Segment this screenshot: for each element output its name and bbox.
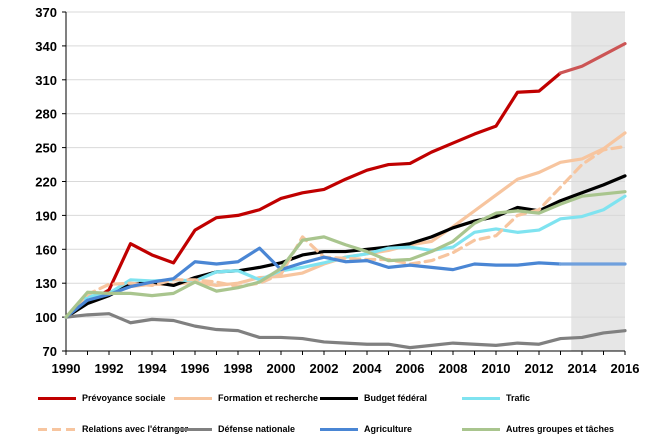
line-chart: 70 100 130 160 190 220 250 280 310 340 370 1990 1992… xyxy=(35,5,639,376)
legend-item-relations-etranger: Relations avec l'étranger xyxy=(38,422,188,436)
y-tick-label: 310 xyxy=(35,73,57,88)
legend-swatch xyxy=(462,392,500,404)
series-line-forecast xyxy=(558,42,627,75)
series-line xyxy=(64,190,627,319)
y-tick-label: 70 xyxy=(43,344,57,359)
x-tick-label: 1994 xyxy=(138,361,168,376)
x-tick-label: 2006 xyxy=(396,361,425,376)
legend-item-prevoyance-sociale: Prévoyance sociale xyxy=(38,391,166,405)
y-tick-label: 370 xyxy=(35,5,57,20)
legend-label: Budget fédéral xyxy=(364,393,428,403)
series-1 xyxy=(64,131,627,319)
series-line xyxy=(64,194,627,319)
legend-label: Agriculture xyxy=(364,424,413,434)
y-tick-label: 340 xyxy=(35,39,57,54)
tick-labels: 70 100 130 160 190 220 250 280 310 340 370 1990 1992… xyxy=(35,5,639,376)
legend-swatch xyxy=(174,423,212,435)
y-tick-label: 220 xyxy=(35,175,57,190)
legend-item-formation-recherche: Formation et recherche xyxy=(174,391,318,405)
legend-swatch xyxy=(38,423,76,435)
series-0 xyxy=(64,42,627,319)
y-tick-label: 100 xyxy=(35,310,57,325)
legend-swatch xyxy=(462,423,500,435)
gridlines xyxy=(66,11,625,352)
legend-swatch xyxy=(38,392,76,404)
x-tick-label: 2012 xyxy=(525,361,554,376)
legend-item-agriculture: Agriculture xyxy=(320,422,412,436)
series-line xyxy=(64,71,563,319)
axes xyxy=(62,11,626,355)
legend-swatch xyxy=(320,392,358,404)
y-tick-label: 280 xyxy=(35,107,57,122)
x-tick-label: 2010 xyxy=(482,361,511,376)
x-tick-label: 1992 xyxy=(95,361,124,376)
legend-label: Trafic xyxy=(506,393,531,403)
x-tick-label: 2004 xyxy=(353,361,383,376)
y-tick-label: 250 xyxy=(35,141,57,156)
legend-swatch xyxy=(174,392,212,404)
y-tick-label: 160 xyxy=(35,242,57,257)
x-tick-label: 2000 xyxy=(267,361,296,376)
legend-label: Autres groupes et tâches xyxy=(506,424,615,434)
series-line xyxy=(64,312,627,350)
series-5 xyxy=(64,312,627,350)
legend: Prévoyance sociale Formation et recherch… xyxy=(0,382,650,444)
x-tick-label: 1996 xyxy=(181,361,210,376)
legend-label: Défense nationale xyxy=(218,424,296,434)
legend-label: Formation et recherche xyxy=(218,393,319,403)
x-tick-label: 2002 xyxy=(310,361,339,376)
series-line xyxy=(64,246,563,319)
series-7 xyxy=(64,190,627,319)
legend-item-trafic: Trafic xyxy=(462,391,530,405)
x-tick-label: 1990 xyxy=(52,361,81,376)
legend-label: Relations avec l'étranger xyxy=(82,424,189,434)
x-tick-label: 2014 xyxy=(568,361,598,376)
x-tick-label: 2016 xyxy=(611,361,640,376)
x-tick-label: 1998 xyxy=(224,361,253,376)
series-lines xyxy=(64,42,627,350)
legend-item-defense-nationale: Défense nationale xyxy=(174,422,295,436)
y-tick-label: 130 xyxy=(35,276,57,291)
series-line xyxy=(64,131,627,319)
series-3 xyxy=(64,194,627,319)
legend-swatch xyxy=(320,423,358,435)
legend-item-autres-groupes: Autres groupes et tâches xyxy=(462,422,614,436)
legend-item-budget-federal: Budget fédéral xyxy=(320,391,427,405)
legend-label: Prévoyance sociale xyxy=(82,393,166,403)
x-tick-label: 2008 xyxy=(439,361,468,376)
y-tick-label: 190 xyxy=(35,208,57,223)
series-6 xyxy=(64,246,627,319)
